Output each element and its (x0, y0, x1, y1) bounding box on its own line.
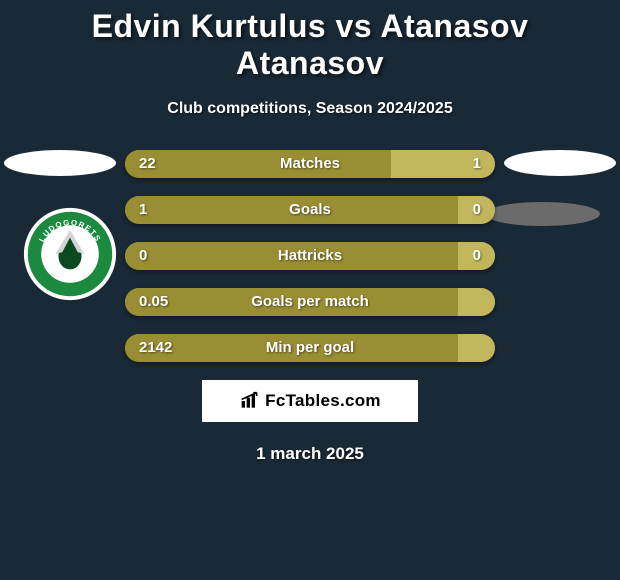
subtitle: Club competitions, Season 2024/2025 (0, 100, 620, 118)
stat-value-left: 0 (139, 242, 147, 270)
stat-value-left: 0.05 (139, 288, 168, 316)
stat-label: Hattricks (125, 242, 495, 270)
footer-brand-label: FcTables.com (265, 391, 381, 411)
bars-icon (239, 391, 261, 411)
stat-value-right: 0 (473, 196, 481, 224)
stat-row: Min per goal2142 (125, 334, 495, 362)
ludogorets-badge-icon: 1945 LUDOGORETS (22, 206, 118, 302)
stat-value-left: 22 (139, 150, 156, 178)
player-right-placeholder (504, 150, 616, 176)
comparison-card: Edvin Kurtulus vs Atanasov Atanasov Club… (0, 0, 620, 464)
stats-area: 1945 LUDOGORETS Matches221Goals10Hattric… (0, 150, 620, 464)
page-title: Edvin Kurtulus vs Atanasov Atanasov (0, 8, 620, 82)
date-label: 1 march 2025 (0, 444, 620, 464)
stat-label: Goals per match (125, 288, 495, 316)
player-right-placeholder-2 (485, 202, 600, 226)
stat-value-left: 1 (139, 196, 147, 224)
stat-row: Hattricks0 0 (125, 242, 495, 270)
player-left-placeholder (4, 150, 116, 176)
stat-value-left: 2142 (139, 334, 172, 362)
stat-label: Matches (125, 150, 495, 178)
stat-label: Goals (125, 196, 495, 224)
footer-brand[interactable]: FcTables.com (202, 380, 418, 422)
stat-row: Goals per match0.05 (125, 288, 495, 316)
stat-row: Matches22 1 (125, 150, 495, 178)
stat-rows: Matches221Goals10Hattricks00Goals per ma… (125, 150, 495, 362)
svg-text:1945: 1945 (60, 273, 79, 283)
club-badge-left: 1945 LUDOGORETS (22, 206, 118, 302)
stat-row: Goals1 0 (125, 196, 495, 224)
stat-value-right: 1 (473, 150, 481, 178)
stat-value-right: 0 (473, 242, 481, 270)
stat-label: Min per goal (125, 334, 495, 362)
